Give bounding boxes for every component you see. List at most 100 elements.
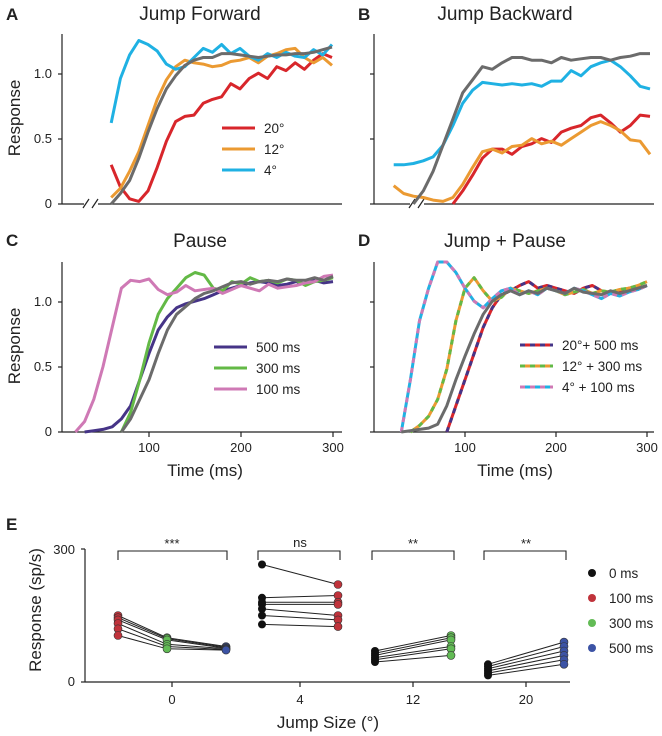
panel-b-axes [370,34,654,209]
panel-a-title: Jump Forward [139,4,260,25]
panel-c-axes [58,262,342,437]
group-12-point-pre [371,658,379,666]
series-a-12deg [110,46,333,199]
panel-e-ytick-300: 300 [53,542,75,557]
group-4-point-pre [258,604,266,613]
group-4-point-pre [258,620,266,629]
panel-c-letter: C [6,231,18,250]
panel-e: E Response (sp/s) 0 300 0 4 12 20 Jump S… [6,515,654,732]
panel-e-letter: E [6,515,17,534]
group-20-line [487,663,565,676]
group-12-point-post [446,651,456,660]
group-0-point [221,645,231,655]
group-20-line [487,654,565,672]
group-0-line [117,617,227,648]
bracket-20 [483,550,567,560]
legend-dot-300ms [588,619,596,627]
group-20-line [487,650,565,670]
group-4-line [261,595,339,599]
panel-a-ytick-0: 0 [45,196,52,211]
series-b-4deg [393,58,651,167]
group-4-line [261,608,339,616]
series-c-reference [120,275,334,433]
series-b-20deg [451,113,651,205]
group-0-line [117,615,227,647]
panel-c-ytick-1: 0.5 [34,359,52,374]
group-0-point [162,644,172,654]
series-c-100-ms [74,273,334,433]
series-b-12deg [392,120,652,203]
panel-a-ylabel: Response [5,80,24,157]
group-4-point-post [333,622,343,631]
group-4-point-post [333,580,343,589]
panel-a-ytick-1: 0.5 [34,131,52,146]
series-d-12deg-300-ms-dash [409,276,648,434]
legend-dot-100ms [588,594,596,602]
panel-c-xtick-300: 300 [322,440,344,455]
panel-d-xlabel: Time (ms) [477,461,553,480]
group-20-line [487,641,565,665]
significance-brackets: *** ns ** ** [117,535,567,560]
group-12-line [374,654,452,663]
bracket-4 [257,550,341,560]
legend-label-300ms: 300 ms [256,361,301,376]
sig-label-0: *** [164,536,179,551]
panel-c-ytick-0: 0 [45,424,52,439]
panel-a-axes [58,34,342,209]
group-12-line [374,637,452,654]
series-c-500-ms [84,278,334,434]
panel-e-xtick-12: 12 [406,692,420,707]
panel-d-plot [399,260,648,434]
group-20-point-pre [484,671,492,680]
sig-label-20: ** [521,536,531,551]
series-a-reference [110,45,333,205]
sig-label-4: ns [293,535,307,550]
panel-d-letter: D [358,231,370,250]
group-12-line [374,635,452,652]
panel-c-title: Pause [173,231,227,252]
panel-e-axes [81,548,570,687]
group-12-line [374,639,452,656]
panel-e-legend: 0 ms 100 ms 300 ms 500 ms [588,566,654,656]
panel-c-legend: 500 ms 300 ms 100 ms [214,340,301,397]
panel-b: B Jump Backward [358,4,654,209]
group-4-line [261,623,339,628]
group-4-line [261,615,339,621]
series-d-reference [401,284,648,434]
series-c-300-ms [120,271,334,433]
series-b-reference [412,52,650,205]
panel-e-ylabel: Response (sp/s) [26,548,45,672]
panel-e-xlabel: Jump Size (°) [277,713,379,732]
sig-label-12: ** [408,536,418,551]
panel-d-xtick-300: 300 [636,440,658,455]
legend-label-4deg-100ms: 4° + 100 ms [562,380,635,395]
group-12-line [374,646,452,659]
bracket-12 [371,550,455,560]
legend-label-500ms-e: 500 ms [609,641,654,656]
group-0-point [113,631,123,640]
panel-d-title: Jump + Pause [444,231,566,252]
panel-d: D Jump + Pause 100 200 300 Time (ms) 20°… [358,231,658,480]
legend-label-0ms: 0 ms [609,566,639,581]
panel-d-legend: 20°+ 500 ms 12° + 300 ms 4° + 100 ms [520,338,642,395]
panel-c-ytick-2: 1.0 [34,294,52,309]
series-a-20deg [109,52,333,203]
group-20-line [487,646,565,667]
legend-label-20deg-500ms: 20°+ 500 ms [562,338,639,353]
legend-label-100ms-e: 100 ms [609,591,654,606]
panel-a: A Jump Forward Response 0 0.5 1.0 20° 12… [5,4,342,211]
legend-label-20deg: 20° [264,121,284,136]
legend-label-12deg: 12° [264,142,284,157]
panel-c-plot [74,271,334,434]
panel-e-ytick-0: 0 [68,674,75,689]
panel-e-xtick-4: 4 [296,692,303,707]
panel-c: C Pause Response 0 0.5 1.0 100 200 300 T… [5,231,344,480]
group-4-point-pre [258,560,266,569]
legend-label-4deg: 4° [264,163,277,178]
panel-a-legend: 20° 12° 4° [222,121,284,178]
legend-dot-500ms [588,644,596,652]
panel-b-title: Jump Backward [437,4,572,25]
panel-b-plot [392,52,652,205]
panel-e-plot [113,560,569,680]
panel-c-xtick-200: 200 [230,440,252,455]
